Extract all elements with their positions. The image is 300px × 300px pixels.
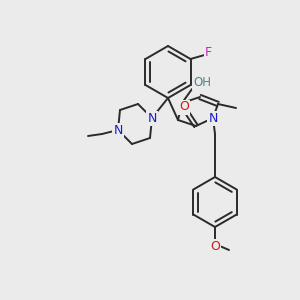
Text: N: N (147, 112, 157, 124)
Text: O: O (179, 100, 189, 113)
Text: N: N (113, 124, 123, 136)
Text: F: F (205, 46, 212, 59)
Text: O: O (210, 239, 220, 253)
Text: OH: OH (193, 76, 211, 89)
Text: N: N (208, 112, 218, 124)
